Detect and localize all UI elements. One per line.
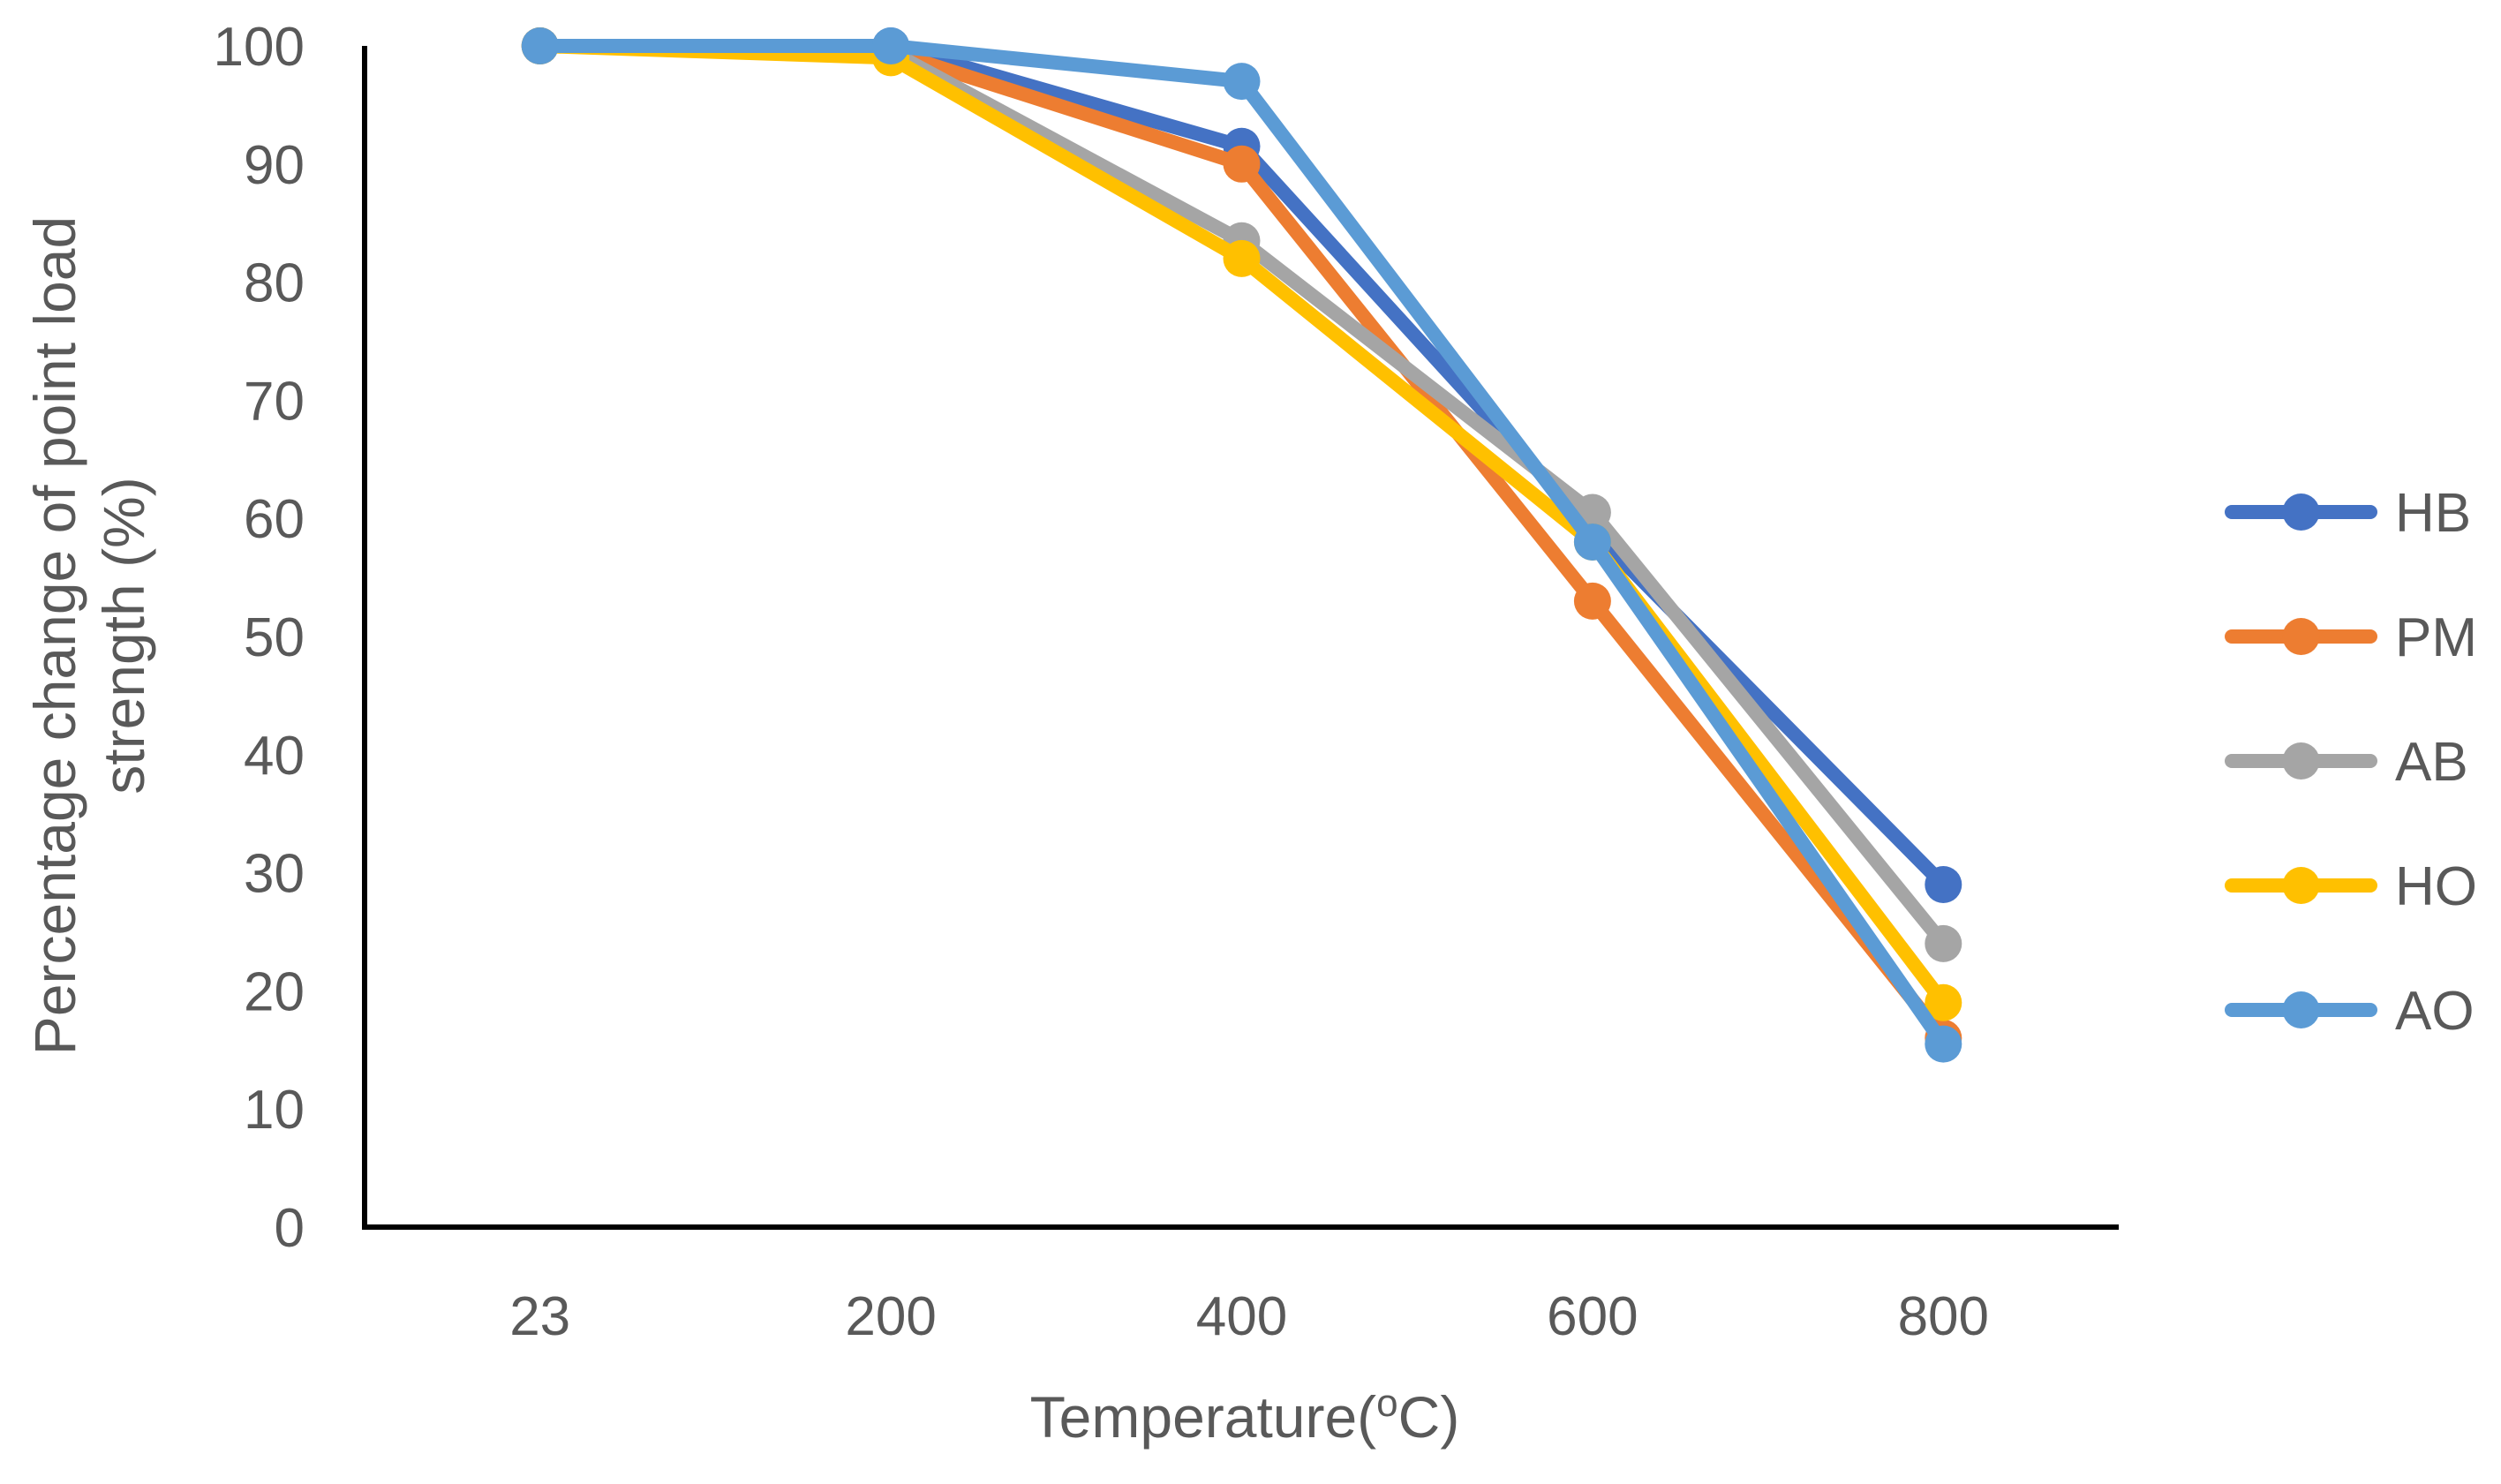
legend-label: AB bbox=[2395, 732, 2468, 793]
data-point-ab bbox=[1925, 924, 1962, 962]
data-point-ao bbox=[872, 27, 910, 64]
y-tick-labels: 0 10 20 30 40 50 60 70 80 90 100 bbox=[214, 17, 305, 1259]
y-tick-label: 70 bbox=[244, 371, 305, 432]
series-line-pm bbox=[532, 39, 1951, 1045]
legend-swatch-marker bbox=[2282, 867, 2320, 904]
series-group bbox=[521, 27, 1962, 1063]
data-point-ao bbox=[1925, 1025, 1962, 1063]
y-tick-label: 90 bbox=[244, 135, 305, 196]
legend-entry-pm: PM bbox=[2225, 607, 2477, 668]
series-ao bbox=[521, 27, 1962, 1063]
x-tick-label: 600 bbox=[1547, 1286, 1638, 1347]
data-point-ho bbox=[1223, 239, 1261, 277]
legend-label: AO bbox=[2395, 981, 2475, 1042]
y-tick-label: 50 bbox=[244, 607, 305, 668]
series-pm bbox=[521, 27, 1962, 1057]
legend: HB PM AB HO AO bbox=[2225, 483, 2477, 1042]
legend-swatch-marker bbox=[2282, 493, 2320, 531]
y-tick-label: 80 bbox=[244, 253, 305, 314]
data-point-ao bbox=[521, 27, 559, 64]
y-tick-label: 30 bbox=[244, 844, 305, 905]
y-tick-label: 0 bbox=[275, 1198, 305, 1259]
legend-label: HB bbox=[2395, 483, 2471, 544]
x-tick-labels: 23 200 400 600 800 bbox=[509, 1286, 1989, 1347]
y-tick-label: 20 bbox=[244, 961, 305, 1022]
y-axis-title-text: Percentage change of point loadstrength … bbox=[22, 216, 156, 1055]
x-tick-label: 400 bbox=[1196, 1286, 1287, 1347]
legend-swatch-marker bbox=[2282, 618, 2320, 655]
y-tick-label: 60 bbox=[244, 489, 305, 550]
legend-entry-ab: AB bbox=[2225, 732, 2468, 793]
y-tick-label: 10 bbox=[244, 1080, 305, 1141]
x-tick-label: 800 bbox=[1898, 1286, 1989, 1347]
data-point-pm bbox=[1223, 145, 1261, 183]
y-axis-title: Percentage change of point loadstrength … bbox=[22, 216, 156, 1055]
legend-label: PM bbox=[2395, 607, 2477, 668]
x-tick-label: 200 bbox=[845, 1286, 936, 1347]
legend-entry-hb: HB bbox=[2225, 483, 2471, 544]
y-tick-label: 40 bbox=[244, 726, 305, 787]
data-point-ho bbox=[1925, 983, 1962, 1021]
y-tick-label: 100 bbox=[214, 17, 305, 78]
legend-entry-ao: AO bbox=[2225, 981, 2475, 1042]
data-point-hb bbox=[1925, 865, 1962, 903]
axes bbox=[362, 46, 2119, 1230]
series-line-ao bbox=[532, 39, 1951, 1051]
x-axis-title: Temperature(oC) bbox=[1030, 1382, 1460, 1450]
legend-swatch-marker bbox=[2282, 742, 2320, 780]
x-tick-label: 23 bbox=[509, 1286, 570, 1347]
legend-swatch-marker bbox=[2282, 991, 2320, 1028]
legend-entry-ho: HO bbox=[2225, 856, 2477, 917]
data-point-ao bbox=[1573, 523, 1611, 561]
series-line-ho bbox=[532, 39, 1951, 1010]
data-point-pm bbox=[1573, 582, 1611, 620]
data-point-ao bbox=[1223, 63, 1261, 101]
legend-label: HO bbox=[2395, 856, 2477, 917]
